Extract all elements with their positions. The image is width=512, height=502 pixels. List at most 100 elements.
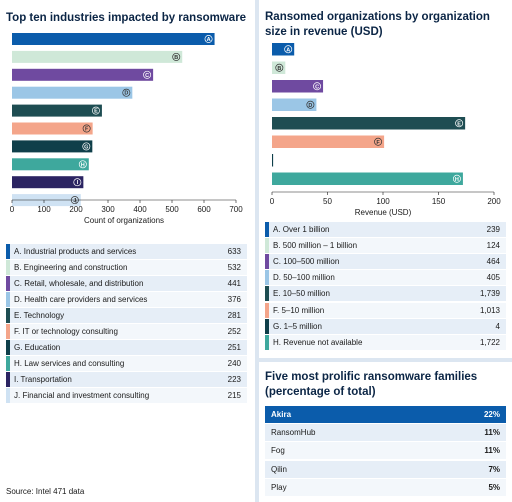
- bar-marker-label-C: C: [145, 73, 149, 79]
- legend-label-G: G. 1–5 million: [273, 321, 322, 331]
- bar-marker-D: [122, 88, 131, 97]
- bar-marker-E: [455, 119, 464, 128]
- bar-marker-B: [275, 63, 284, 72]
- legend-label-G: G. Education: [14, 343, 61, 352]
- bar-marker-I: [73, 178, 82, 187]
- family-percent: 5%: [488, 482, 500, 492]
- families-panel: Five most prolific ransomware families (…: [259, 362, 512, 502]
- family-name: Fog: [271, 446, 285, 456]
- family-name: RansomHub: [271, 428, 316, 438]
- legend-label-F: F. 5–10 million: [273, 305, 325, 315]
- bar-marker-A: [284, 45, 293, 54]
- x-tick-label-200: 200: [69, 205, 83, 214]
- table-row: A. Over 1 billion 239: [265, 222, 506, 239]
- industries-table: A. Industrial products and services 633 B.…: [6, 244, 247, 406]
- legend-label-I: I. Transportation: [14, 375, 72, 384]
- bar-D: [272, 98, 317, 111]
- data-label-D: 405: [486, 273, 500, 283]
- bar-marker-label-C: C: [315, 84, 319, 90]
- bar-F: [12, 122, 93, 135]
- x-tick-label-0: 0: [270, 197, 275, 206]
- legend-label-D: D. 50–100 million: [273, 273, 335, 283]
- bar-B: [272, 61, 286, 74]
- family-name: Akira: [271, 410, 292, 419]
- legend-swatch-F: [6, 324, 10, 339]
- table-row: J. Financial and investment consulting 21…: [6, 388, 247, 404]
- data-label-D: 376: [227, 295, 241, 304]
- bar-G: [12, 140, 93, 153]
- table-row: D. Health care providers and services 376: [6, 292, 247, 308]
- table-row: G. Education 251: [6, 340, 247, 356]
- data-label-E: 281: [227, 311, 241, 320]
- table-row: D. 50–100 million 405: [265, 270, 506, 287]
- table-row: Akira 22%: [265, 406, 506, 423]
- legend-swatch-C: [6, 276, 10, 291]
- bar-marker-label-G: G: [265, 158, 269, 164]
- x-axis-title: Revenue (USD): [355, 208, 412, 217]
- data-label-I: 223: [227, 375, 241, 384]
- table-row: Fog 11%: [265, 442, 506, 460]
- legend-label-B: B. Engineering and construction: [14, 263, 128, 272]
- bar-C: [12, 68, 154, 81]
- legend-swatch-A: [6, 244, 10, 259]
- legend-swatch-D: [265, 270, 269, 286]
- legend-swatch-F: [265, 302, 269, 318]
- bar-marker-label-B: B: [277, 66, 281, 72]
- bar-marker-label-F: F: [376, 140, 380, 146]
- legend-label-E: E. Technology: [14, 311, 65, 320]
- bar-marker-label-F: F: [85, 127, 89, 133]
- legend-swatch-G: [265, 318, 269, 334]
- bar-E: [12, 104, 102, 117]
- bar-E: [272, 117, 466, 130]
- bar-marker-A: [204, 35, 213, 43]
- table-row: F. IT or technology consulting 252: [6, 324, 247, 340]
- data-label-H: 1,722: [479, 337, 500, 347]
- bar-marker-label-D: D: [308, 103, 312, 109]
- x-tick-label-300: 300: [101, 205, 115, 214]
- legend-label-J: J. Financial and investment consulting: [14, 391, 150, 400]
- legend-swatch-B: [6, 260, 10, 275]
- legend-swatch-E: [265, 286, 269, 302]
- bar-H: [12, 158, 89, 171]
- bar-marker-E: [91, 106, 100, 115]
- x-tick-label-700: 700: [229, 205, 243, 214]
- legend-swatch-G: [6, 340, 10, 355]
- legend-label-H: H. Law services and consulting: [14, 359, 125, 368]
- legend-label-F: F. IT or technology consulting: [14, 327, 118, 336]
- table-row: Qilin 7%: [265, 460, 506, 478]
- legend-swatch-H: [265, 334, 269, 350]
- bar-marker-F: [374, 137, 383, 146]
- legend-swatch-I: [6, 372, 10, 387]
- data-label-C: 464: [486, 257, 500, 267]
- table-row: B. Engineering and construction 532: [6, 260, 247, 276]
- legend-label-A: A. Industrial products and services: [14, 247, 137, 256]
- x-tick-label-400: 400: [133, 205, 147, 214]
- bar-marker-C: [313, 82, 322, 91]
- legend-label-C: C. Retail, wholesale, and distribution: [14, 279, 144, 288]
- bar-marker-label-D: D: [124, 91, 128, 97]
- bar-marker-B: [172, 52, 181, 61]
- legend-swatch-B: [265, 238, 269, 254]
- bar-B: [12, 50, 183, 63]
- table-row: F. 5–10 million 1,013: [265, 302, 506, 319]
- bar-A: [272, 43, 295, 56]
- bar-marker-label-E: E: [94, 109, 98, 115]
- revenue-table: A. Over 1 billion 239 B. 500 million – 1 b…: [265, 222, 506, 352]
- bar-marker-F: [82, 124, 91, 133]
- family-percent: 7%: [488, 464, 500, 474]
- bar-marker-G: [82, 142, 91, 151]
- revenue-chart-title: Ransomed organizations by organization s…: [265, 11, 490, 38]
- x-tick-label-100: 100: [376, 197, 390, 206]
- family-percent: 11%: [484, 446, 500, 456]
- bar-marker-label-H: H: [455, 177, 459, 183]
- bar-marker-C: [143, 70, 152, 79]
- data-label-F: 1,013: [479, 305, 500, 315]
- revenue-panel: Ransomed organizations by organization s…: [259, 0, 512, 358]
- bar-marker-label-I: I: [77, 180, 79, 186]
- legend-swatch-H: [6, 356, 10, 371]
- data-label-E: 1,739: [479, 289, 500, 299]
- bar-marker-label-J: J: [73, 198, 76, 204]
- table-row: H. Law services and consulting 240: [6, 356, 247, 372]
- table-row: G. 1–5 million 4: [265, 318, 506, 335]
- x-tick-label-150: 150: [432, 197, 446, 206]
